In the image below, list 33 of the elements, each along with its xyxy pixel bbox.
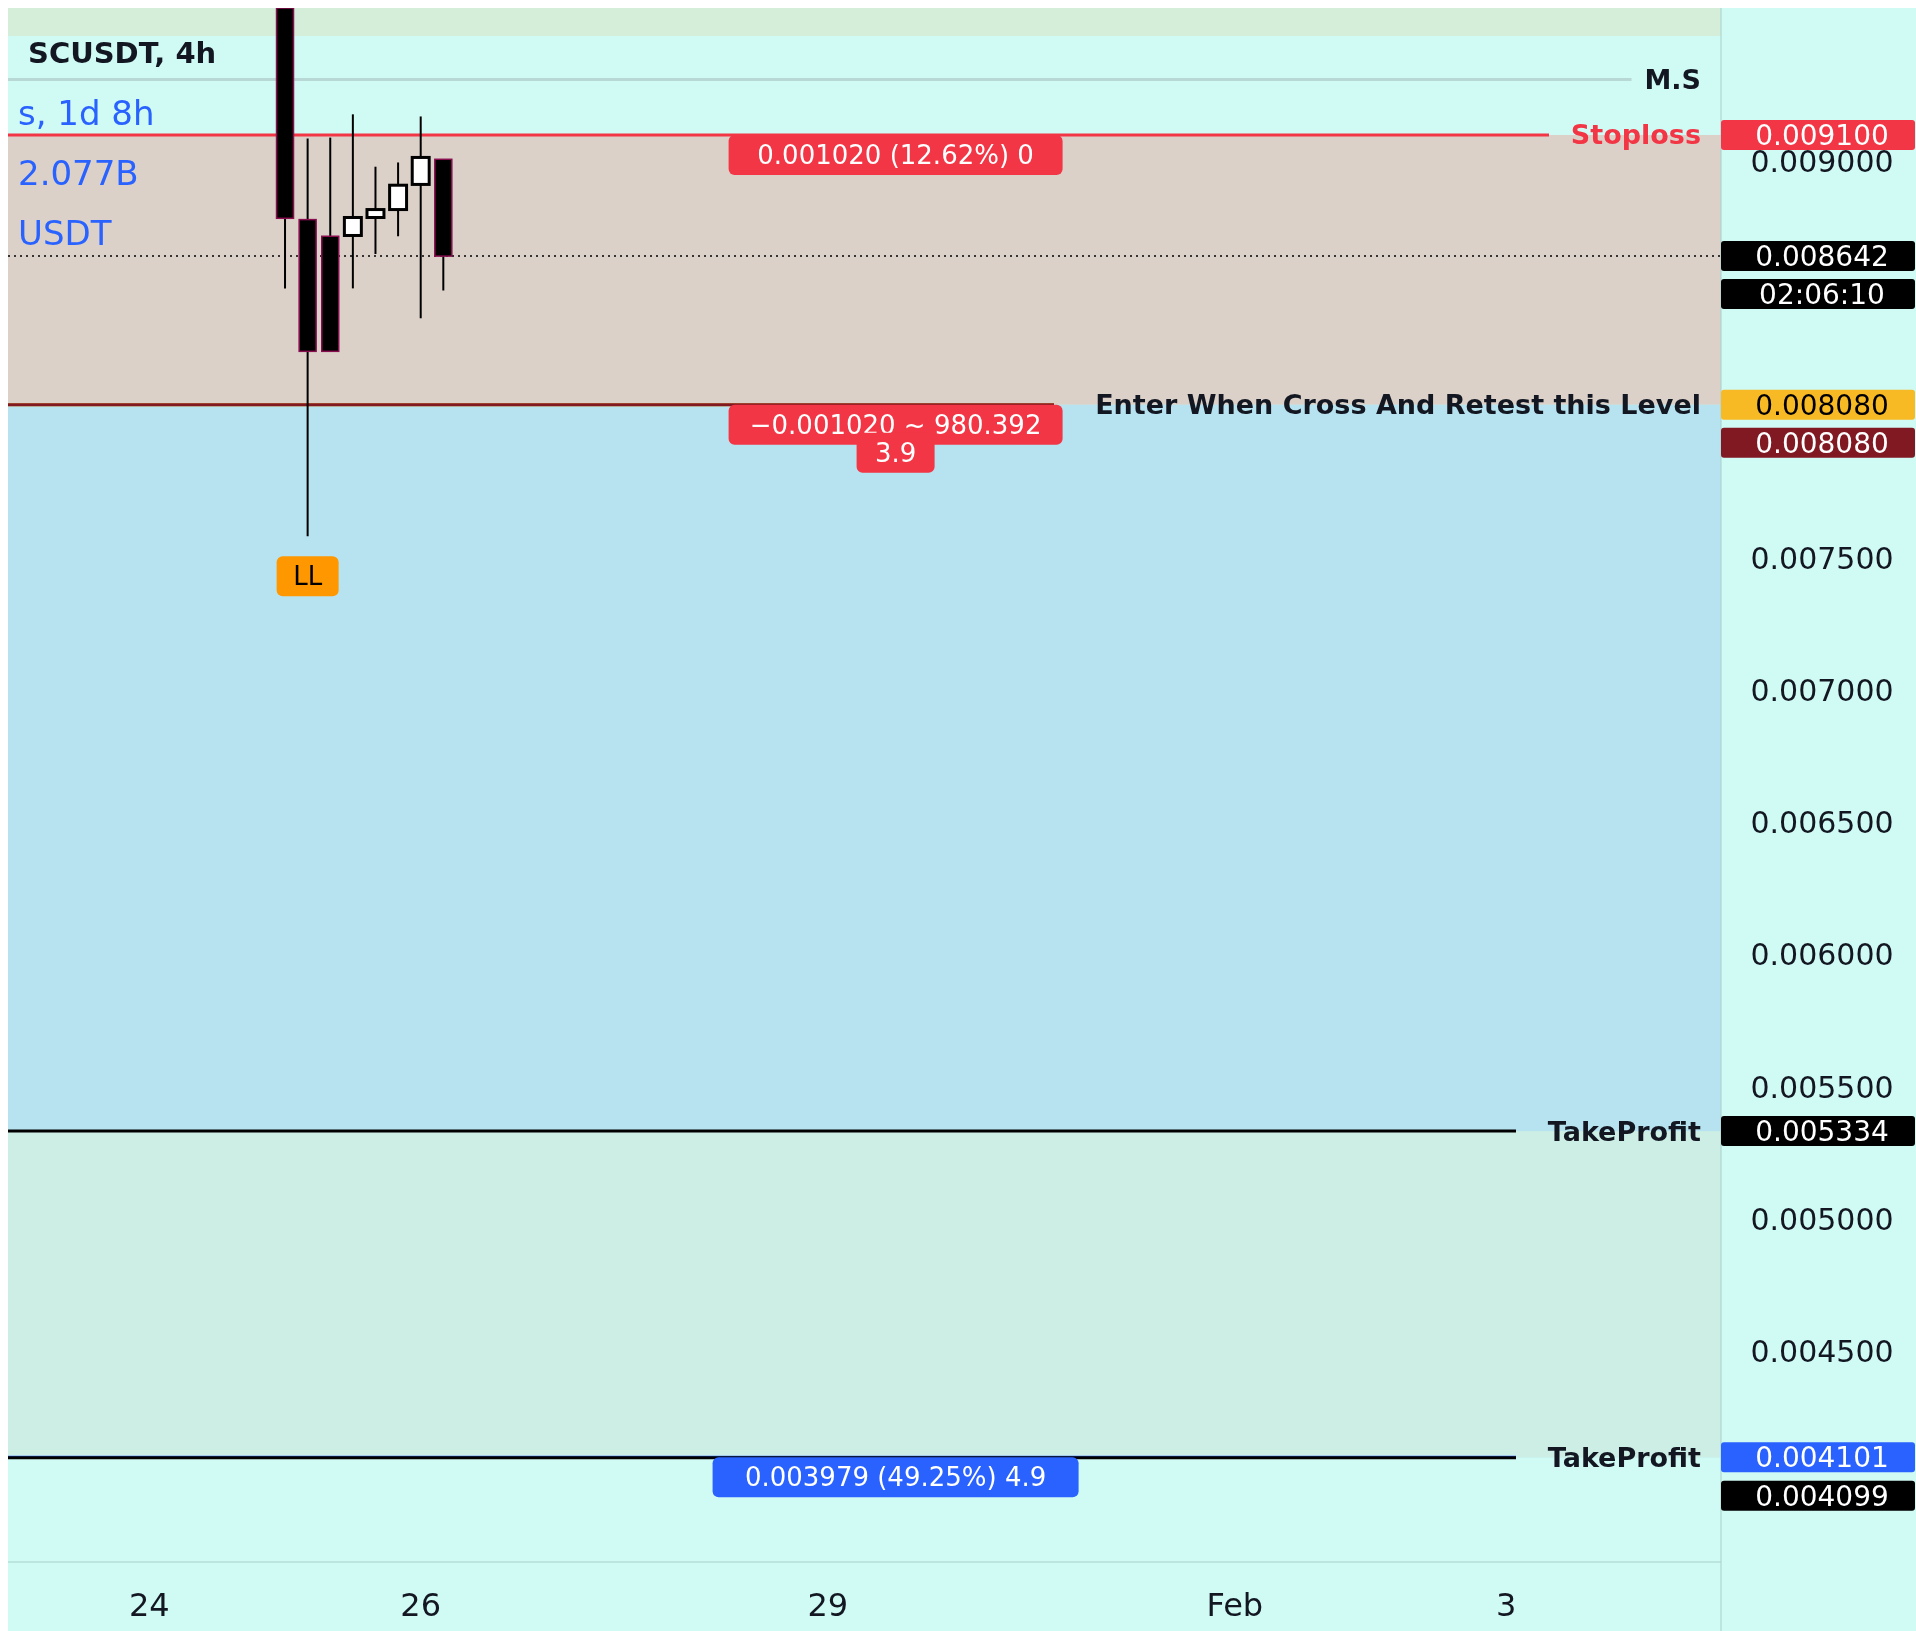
y-tick-label: 0.007000	[1750, 672, 1894, 708]
y-tick-label: 0.007500	[1750, 540, 1894, 576]
annotation: s, 1d 8h	[18, 92, 155, 133]
ref-line-label: Enter When Cross And Retest this Level	[1095, 389, 1701, 421]
x-tick-label: 24	[128, 1586, 170, 1624]
annotation: 2.077B	[18, 152, 139, 193]
ref-line-label: TakeProfit	[1547, 1441, 1702, 1473]
annotation: 0.008080	[1755, 426, 1889, 460]
annotation: 0.003979 (49.25%) 4.9	[744, 1462, 1047, 1493]
y-tick-label: 0.005500	[1750, 1069, 1894, 1105]
text: SCUSDT, 4h	[28, 36, 217, 71]
annotation: 0.004101	[1755, 1441, 1889, 1475]
annotation: −0.001020 ~ 980.392	[749, 409, 1042, 440]
annotation: 3.9	[874, 437, 917, 468]
annotation: 0.005334	[1755, 1114, 1889, 1148]
annotation: USDT	[18, 212, 112, 253]
annotation: LL	[293, 561, 323, 592]
x-tick-label: 3	[1495, 1586, 1517, 1624]
x-tick-label: 26	[400, 1586, 442, 1624]
y-tick-label: 0.006000	[1750, 937, 1894, 973]
y-tick-label: 0.005000	[1750, 1201, 1894, 1237]
annotation: 02:06:10	[1759, 277, 1885, 311]
y-tick-label: 0.004500	[1750, 1334, 1894, 1370]
ref-line-label: TakeProfit	[1547, 1115, 1702, 1147]
x-tick-label: 29	[807, 1586, 849, 1624]
annotation: 0.001020 (12.62%) 0	[757, 140, 1034, 171]
ref-line-label: Stoploss	[1570, 119, 1701, 151]
annotation: 0.004099	[1755, 1479, 1889, 1513]
annotation: 0.008642	[1755, 239, 1889, 273]
annotation: 0.008080	[1755, 388, 1889, 422]
y-tick-label: 0.006500	[1750, 805, 1894, 841]
ref-line-label: M.S	[1644, 63, 1701, 95]
x-tick-label: Feb	[1206, 1586, 1264, 1624]
